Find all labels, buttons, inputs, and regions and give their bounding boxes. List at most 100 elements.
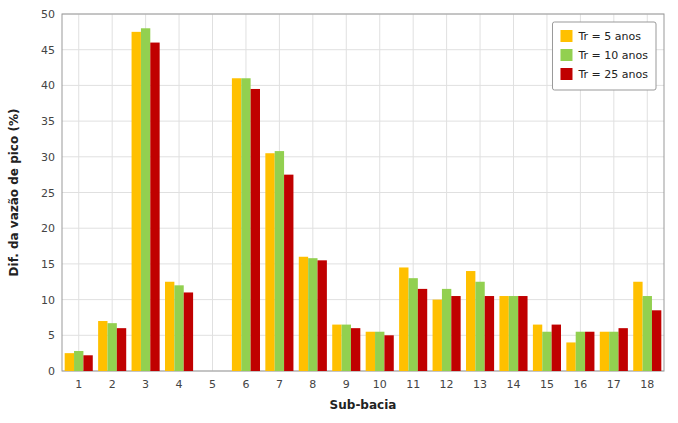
- bar: [542, 332, 551, 371]
- bars: [65, 28, 662, 371]
- bar: [232, 78, 241, 371]
- bar: [442, 289, 451, 371]
- legend-label: Tr = 5 anos: [577, 30, 641, 43]
- y-axis-label: Dif. da vazão de pico (%): [7, 109, 21, 277]
- x-tick-label: 1: [75, 378, 82, 391]
- bar: [65, 353, 74, 371]
- x-tick-label: 10: [373, 378, 387, 391]
- x-tick-label: 5: [209, 378, 216, 391]
- bar: [600, 332, 609, 371]
- x-tick-label: 17: [607, 378, 621, 391]
- plot-frame: [62, 14, 664, 371]
- bar: [208, 371, 217, 372]
- bar: [408, 278, 417, 371]
- x-tick-label: 7: [276, 378, 283, 391]
- bar: [299, 257, 308, 371]
- x-grid-line: [212, 14, 213, 371]
- bar: [585, 332, 594, 371]
- bar: [275, 151, 284, 371]
- bar: [533, 325, 542, 371]
- bar: [217, 371, 226, 372]
- bar: [308, 258, 317, 371]
- bar: [332, 325, 341, 371]
- x-tick-label: 8: [309, 378, 316, 391]
- legend-label: Tr = 10 anos: [577, 49, 648, 62]
- bar: [74, 351, 83, 371]
- chart: 0510152025303540455012345678910111213141…: [0, 0, 678, 423]
- bar: [576, 332, 585, 371]
- bar: [184, 292, 193, 371]
- legend: Tr = 5 anos Tr = 10 anos Tr = 25 anos: [552, 22, 656, 90]
- x-grid-line: [78, 14, 79, 371]
- bar: [198, 371, 207, 372]
- bar: [619, 328, 628, 371]
- bar: [351, 328, 360, 371]
- y-tick-label: 5: [48, 329, 55, 342]
- bar: [251, 89, 260, 371]
- bar: [265, 153, 274, 371]
- bar: [141, 28, 150, 371]
- bar: [652, 310, 661, 371]
- bar: [107, 323, 116, 371]
- x-tick-label: 11: [406, 378, 420, 391]
- y-tick-label: 10: [41, 294, 55, 307]
- bar: [433, 300, 442, 371]
- x-tick-label: 14: [507, 378, 521, 391]
- y-tick-label: 40: [41, 79, 55, 92]
- bar: [499, 296, 508, 371]
- bar: [643, 296, 652, 371]
- bar: [318, 260, 327, 371]
- bar: [566, 342, 575, 371]
- axes: 0510152025303540455012345678910111213141…: [41, 8, 664, 391]
- legend-swatch: [560, 49, 572, 61]
- bar: [98, 321, 107, 371]
- x-tick-label: 4: [176, 378, 183, 391]
- bar: [552, 325, 561, 371]
- bar: [518, 296, 527, 371]
- bar: [609, 332, 618, 371]
- bar: [132, 32, 141, 371]
- y-tick-label: 15: [41, 258, 55, 271]
- x-tick-label: 2: [109, 378, 116, 391]
- y-tick-label: 0: [48, 365, 55, 378]
- bar: [509, 296, 518, 371]
- y-tick-label: 45: [41, 44, 55, 57]
- x-grid-line: [379, 14, 380, 371]
- y-tick-label: 20: [41, 222, 55, 235]
- bar: [384, 335, 393, 371]
- bar: [418, 289, 427, 371]
- legend-swatch: [560, 68, 572, 80]
- x-tick-label: 9: [343, 378, 350, 391]
- x-tick-label: 13: [473, 378, 487, 391]
- legend-box: [552, 22, 656, 90]
- bar: [174, 285, 183, 371]
- bar: [633, 282, 642, 371]
- bar: [475, 282, 484, 371]
- bar: [342, 325, 351, 371]
- bar: [284, 175, 293, 371]
- bar: [83, 355, 92, 371]
- x-tick-label: 12: [440, 378, 454, 391]
- legend-label: Tr = 25 anos: [577, 68, 648, 81]
- y-tick-label: 50: [41, 8, 55, 21]
- bar: [466, 271, 475, 371]
- bar: [165, 282, 174, 371]
- x-grid-line: [346, 14, 347, 371]
- y-tick-label: 35: [41, 115, 55, 128]
- x-grid-line: [112, 14, 113, 371]
- x-tick-label: 6: [242, 378, 249, 391]
- bar: [451, 296, 460, 371]
- x-tick-label: 15: [540, 378, 554, 391]
- x-tick-label: 3: [142, 378, 149, 391]
- bar: [399, 267, 408, 371]
- legend-swatch: [560, 30, 572, 42]
- bar: [150, 43, 159, 371]
- bar: [241, 78, 250, 371]
- bar: [366, 332, 375, 371]
- x-tick-label: 18: [640, 378, 654, 391]
- x-grid-line: [546, 14, 547, 371]
- bar: [375, 332, 384, 371]
- x-axis-label: Sub-bacia: [330, 398, 397, 412]
- bar: [117, 328, 126, 371]
- y-tick-label: 30: [41, 151, 55, 164]
